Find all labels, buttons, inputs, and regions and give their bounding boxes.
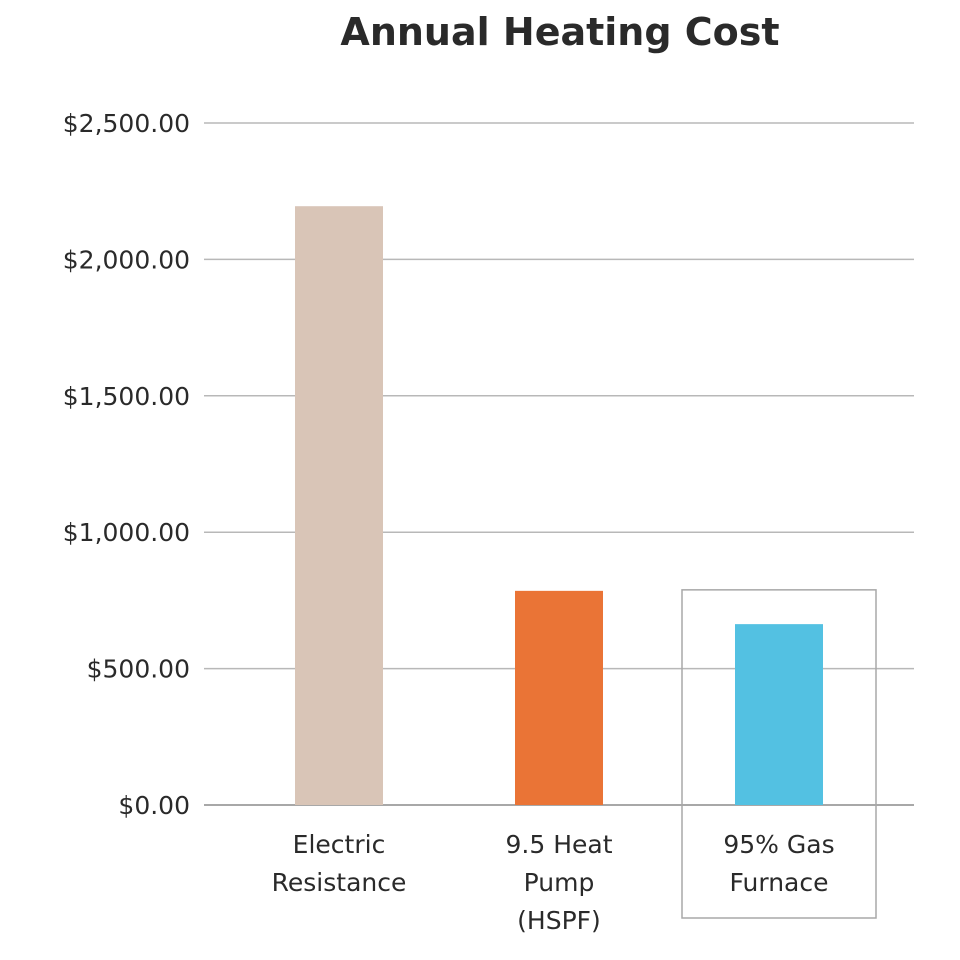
y-tick-label: $1,000.00 [63,518,190,547]
y-tick-label: $1,500.00 [63,382,190,411]
bar [735,624,823,805]
y-tick-label: $0.00 [118,791,190,820]
highlight-box-layer [681,589,877,919]
x-category-label: 95% Gas Furnace [723,830,834,897]
highlight-box [681,589,877,919]
y-tick-labels: $0.00 $500.00 $1,000.00 $1,500.00 $2,000.00 $… [63,109,190,820]
bar [295,206,383,806]
bars [295,206,823,806]
y-tick-label: $2,000.00 [63,245,190,274]
y-tick-label: $2,500.00 [63,109,190,138]
x-category-labels: Electric Resistance 9.5 Heat Pump (HSPF) 95% … [272,830,835,935]
x-category-label: Electric Resistance [272,830,407,897]
chart-title: Annual Heating Cost [340,10,779,54]
y-tick-label: $500.00 [87,655,190,684]
x-category-label: 9.5 Heat Pump (HSPF) [505,830,612,935]
bar [515,590,603,805]
